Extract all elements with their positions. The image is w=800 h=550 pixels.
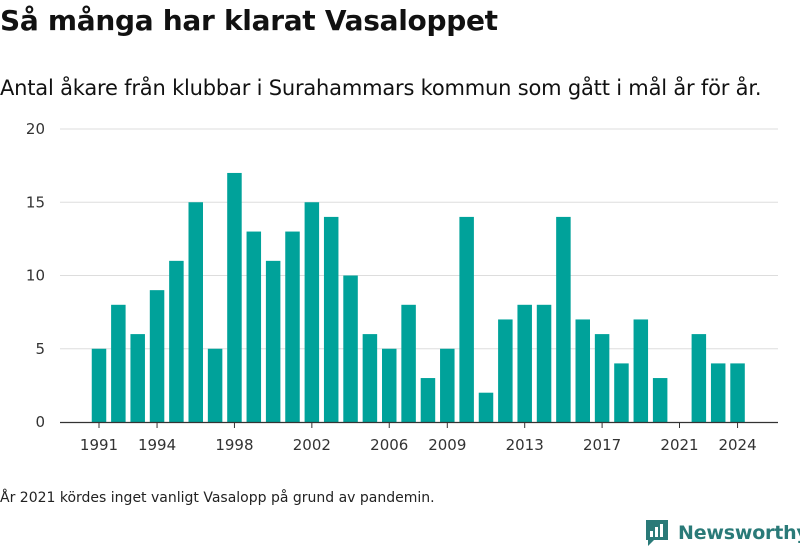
bar-1998[interactable] [227, 172, 242, 422]
bar-2018[interactable] [614, 363, 629, 422]
bar-2005[interactable] [362, 334, 378, 422]
bar-1993[interactable] [130, 334, 145, 422]
y-tick-label: 10 [26, 267, 45, 285]
footnote: År 2021 kördes inget vanligt Vasalopp på… [0, 490, 435, 506]
bar-2007[interactable] [401, 304, 416, 422]
bar-2022[interactable] [691, 334, 707, 422]
bar-2010[interactable] [459, 216, 474, 422]
bar-2017[interactable] [594, 334, 610, 422]
bar-1995[interactable] [169, 260, 184, 422]
bar-2009[interactable] [440, 348, 455, 422]
x-tick-label: 1994 [138, 436, 176, 454]
bar-2000[interactable] [265, 260, 281, 422]
bar-2004[interactable] [343, 275, 358, 423]
bar-2013[interactable] [517, 304, 532, 422]
newsworthy-logo-icon [646, 520, 668, 546]
bar-2002[interactable] [304, 202, 320, 422]
bar-2008[interactable] [420, 378, 436, 422]
bar-2006[interactable] [382, 348, 397, 422]
bar-2014[interactable] [536, 304, 552, 422]
y-tick-label: 15 [26, 193, 45, 211]
bar-2019[interactable] [633, 319, 649, 422]
bar-2020[interactable] [652, 378, 668, 422]
bar-2023[interactable] [710, 363, 726, 422]
bar-2011[interactable] [478, 392, 494, 422]
bar-1991[interactable] [91, 348, 107, 422]
bar-1999[interactable] [246, 231, 262, 422]
y-tick-label: 0 [35, 413, 45, 431]
x-tick-label: 2024 [718, 436, 756, 454]
bar-2012[interactable] [498, 319, 513, 422]
x-tick-label: 2013 [506, 436, 544, 454]
bar-chart: 0 5 10 15 20 1991 1994 1998 2002 2006 2009 2013 201… [26, 120, 778, 454]
x-tick-label: 2021 [660, 436, 698, 454]
bar-1994[interactable] [149, 290, 165, 422]
bar-2016[interactable] [575, 319, 591, 422]
x-tick-label: 2009 [428, 436, 466, 454]
chart-title: Så många har klarat Vasaloppet [0, 4, 498, 37]
x-tick-label: 1991 [80, 436, 118, 454]
x-tick-label: 2006 [370, 436, 408, 454]
bar-2003[interactable] [323, 216, 339, 422]
y-tick-label: 5 [35, 340, 45, 358]
x-tick-label: 2017 [583, 436, 621, 454]
brand-name: Newsworthy [678, 522, 800, 544]
x-tick-label: 2002 [293, 436, 331, 454]
x-tick-label: 1998 [215, 436, 253, 454]
bar-1992[interactable] [111, 304, 126, 422]
bar-2015[interactable] [556, 216, 571, 422]
bar-1996[interactable] [188, 202, 204, 422]
bar-2001[interactable] [285, 231, 300, 422]
chart-subtitle: Antal åkare från klubbar i Surahammars k… [0, 76, 762, 100]
bar-1997[interactable] [207, 348, 223, 422]
newsworthy-brand[interactable]: Newsworthy [644, 518, 800, 548]
y-tick-label: 20 [26, 120, 45, 138]
bar-2024[interactable] [730, 363, 745, 422]
